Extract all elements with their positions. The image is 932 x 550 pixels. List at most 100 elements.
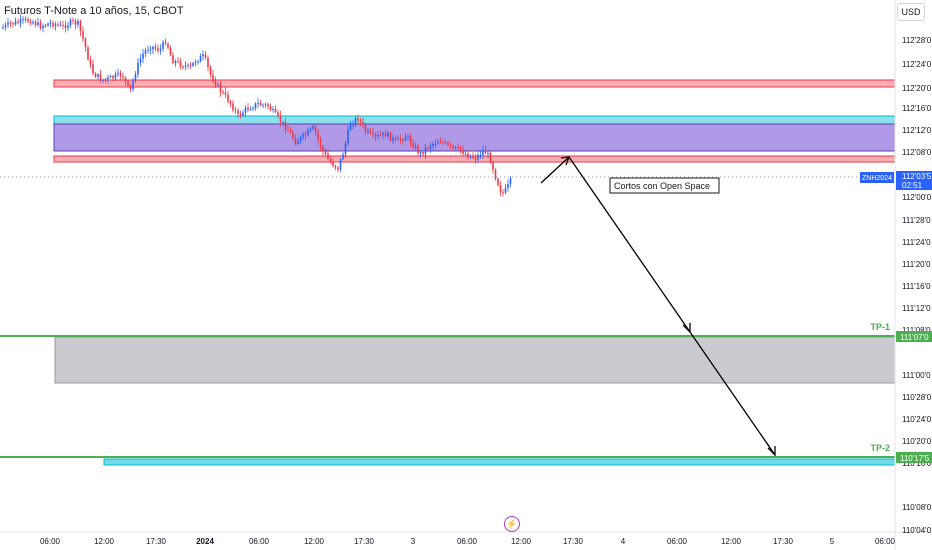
price-tick-label: 111'24'0	[902, 238, 931, 247]
candle-body	[299, 137, 302, 142]
candle-body	[144, 50, 147, 54]
price-tick-label: 110'04'0	[902, 526, 932, 535]
candle-body	[82, 31, 84, 39]
candle-body	[39, 22, 42, 29]
candle-body	[262, 104, 264, 106]
price-tick-label: 112'20'0	[902, 84, 932, 93]
time-tick-label: 4	[621, 537, 626, 546]
candle-body	[499, 185, 502, 193]
candle-body	[147, 49, 149, 51]
candle-body	[57, 24, 59, 26]
candle-body	[259, 103, 262, 106]
supply-zone-purple[interactable]	[53, 123, 896, 152]
candle-body	[467, 153, 469, 158]
candle-body	[344, 143, 347, 155]
candle-body	[317, 131, 319, 139]
price-tick-label: 112'16'0	[902, 104, 932, 113]
price-tick-label: 110'20'0	[902, 437, 932, 446]
candle-body	[447, 142, 449, 145]
price-tick-label: 110'16'0	[902, 459, 932, 468]
candle-body	[439, 142, 442, 144]
candle-body	[367, 131, 369, 133]
candle-body	[64, 25, 67, 29]
candle-body	[387, 132, 389, 137]
candle-body	[482, 150, 484, 156]
currency-button[interactable]: USD	[897, 3, 925, 21]
candle-body	[222, 91, 224, 93]
candle-body	[377, 135, 379, 137]
candle-body	[399, 138, 402, 140]
candle-body	[434, 143, 437, 145]
tp1-label: TP-1	[870, 322, 890, 332]
time-tick-label: 06:00	[40, 537, 61, 546]
candle-body	[174, 61, 177, 64]
time-tick-label: 3	[411, 537, 416, 546]
price-tick-label: 111'28'0	[902, 216, 931, 225]
candle-body	[229, 101, 232, 104]
candle-body	[444, 142, 447, 144]
candle-body	[464, 153, 467, 155]
candle-body	[357, 118, 359, 121]
time-axis[interactable]: 06:00 12:00 17:30 2024 06:00 12:00 17:30 3 06:00…	[40, 537, 896, 546]
price-tick-label: 112'00'0	[902, 193, 932, 202]
candle-body	[132, 80, 134, 89]
projection-arrows[interactable]	[540, 156, 776, 457]
price-tick-label: 111'12'0	[902, 304, 931, 313]
candle-body	[404, 137, 407, 141]
candle-body	[12, 23, 14, 25]
gap-zone-gray[interactable]	[54, 336, 896, 384]
candle-body	[127, 81, 129, 85]
chart-title: Futuros T-Note a 10 años, 15, CBOT	[4, 5, 184, 17]
resistance-zone-upper[interactable]	[53, 79, 896, 88]
price-axis[interactable]: 112'28'0 112'24'0 112'20'0 112'16'0 112'12'0…	[902, 36, 932, 535]
candle-body	[87, 47, 89, 60]
candle-body	[442, 142, 444, 144]
candle-body	[384, 132, 387, 137]
time-tick-label: 06:00	[457, 537, 478, 546]
candle-body	[509, 178, 512, 184]
candle-body	[372, 132, 374, 135]
annotation-text: Cortos con Open Space	[614, 181, 710, 191]
candle-body	[449, 144, 452, 147]
price-tick-label: 112'08'0	[902, 148, 932, 157]
candle-body	[294, 138, 297, 144]
candle-body	[79, 21, 82, 32]
candle-body	[142, 53, 144, 59]
candle-body	[322, 146, 324, 152]
lightning-icon[interactable]: ⚡	[504, 516, 520, 532]
candle-body	[402, 139, 404, 141]
candle-body	[22, 19, 24, 21]
candle-body	[167, 43, 169, 48]
candle-body	[287, 129, 289, 131]
price-tick-label: 111'20'0	[902, 260, 931, 269]
candle-body	[462, 150, 464, 154]
target-zone-cyan[interactable]	[103, 458, 896, 466]
candle-body	[397, 138, 399, 140]
candle-body	[349, 124, 352, 130]
candle-body	[309, 128, 312, 131]
candle-body	[154, 46, 157, 49]
time-tick-label: 5	[830, 537, 835, 546]
candle-body	[297, 141, 299, 144]
candle-body	[207, 57, 209, 68]
candle-body	[369, 131, 372, 133]
candle-body	[129, 84, 132, 89]
candle-body	[394, 137, 397, 140]
time-tick-label: 12:00	[304, 537, 325, 546]
candle-body	[472, 155, 474, 158]
candle-body	[279, 115, 282, 123]
supply-zone-cyan[interactable]	[53, 115, 896, 125]
candle-body	[247, 107, 249, 110]
candle-body	[342, 154, 344, 160]
candle-body	[417, 146, 419, 154]
candle-body	[202, 54, 204, 57]
resistance-zone-lower[interactable]	[53, 155, 896, 163]
candle-body	[19, 19, 22, 23]
candle-body	[162, 42, 164, 49]
candle-body	[109, 76, 112, 78]
candle-body	[334, 165, 337, 168]
time-tick-label: 12:00	[721, 537, 742, 546]
annotation-box[interactable]	[609, 177, 720, 194]
candle-body	[292, 132, 294, 139]
